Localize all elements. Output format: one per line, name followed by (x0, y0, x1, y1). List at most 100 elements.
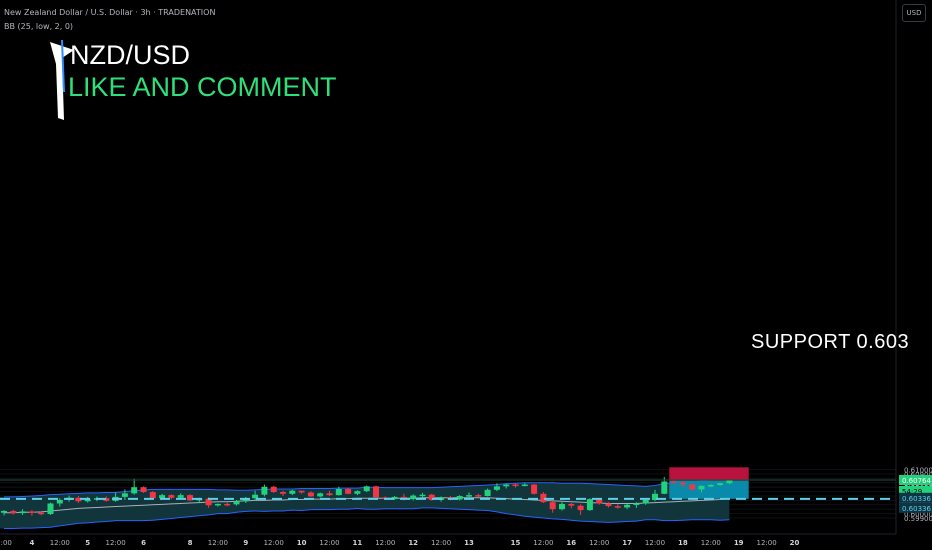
candle-body (689, 484, 696, 490)
candle-body (428, 494, 435, 500)
candle (568, 503, 575, 509)
time-tick-label: 12:00 (533, 539, 553, 547)
candle-body (159, 495, 166, 499)
candle (484, 488, 491, 497)
candle-body (280, 492, 286, 494)
candle (456, 495, 463, 501)
countdown-tag: 54:29 (899, 485, 932, 496)
candle-body (493, 486, 500, 490)
candle-body (605, 503, 612, 507)
candle-body (726, 480, 733, 484)
candle-body (205, 498, 212, 506)
candle-body (354, 491, 361, 494)
indicator-legend[interactable]: BB (25, low, 2, 0) (4, 22, 74, 31)
candle-body (252, 494, 259, 499)
time-tick-label: 12:00 (645, 539, 665, 547)
candle (252, 490, 259, 501)
currency-button[interactable]: USD (902, 4, 926, 22)
candle (19, 509, 26, 515)
candle-body (10, 510, 17, 514)
candle-body (698, 485, 705, 490)
candle (614, 503, 621, 509)
candles (1, 477, 733, 516)
candle-body (373, 486, 379, 498)
candle (540, 492, 547, 504)
price-axis[interactable]: 0.599000.600000.601000.602000.603000.604… (895, 0, 932, 534)
candle (698, 485, 705, 493)
price-tick-label: 0.60000 (904, 511, 932, 519)
candle (261, 484, 268, 497)
candle (345, 488, 352, 495)
candle (410, 494, 417, 501)
candle (307, 491, 314, 497)
support-tag-a-bg (899, 492, 932, 503)
candle (707, 484, 714, 488)
candle (633, 502, 640, 508)
candle (140, 486, 147, 493)
candle-body (270, 486, 277, 493)
candle (466, 492, 472, 499)
candle (475, 493, 482, 497)
countdown-tag-bg (899, 485, 932, 496)
reference-lines (0, 479, 896, 500)
candle-body (84, 499, 91, 502)
candle (652, 489, 658, 502)
time-tick-label: 12:00 (701, 539, 721, 547)
candle (270, 485, 277, 493)
candle (531, 484, 538, 495)
candle (214, 503, 221, 507)
take-profit-zone[interactable] (669, 480, 749, 499)
candle-body (540, 493, 547, 503)
candle-body (549, 502, 556, 510)
candle (717, 482, 724, 486)
candle-body (335, 488, 342, 496)
time-tick-label: 12:00 (106, 539, 126, 547)
last-price-tag-text: 0.60764 (902, 477, 931, 485)
candle-body (456, 496, 463, 500)
time-tick-label: 9 (243, 539, 248, 547)
candle (47, 502, 54, 515)
candle-body (624, 504, 631, 508)
time-tick-label: 6 (141, 539, 146, 547)
candle-body (140, 487, 147, 493)
candle-body (419, 494, 426, 497)
time-tick-label: 2:00 (0, 539, 12, 547)
time-tick-label: 4 (29, 539, 34, 547)
candle (605, 502, 612, 508)
candle (149, 491, 156, 499)
position-zones (669, 467, 749, 499)
candle (280, 490, 286, 496)
time-tick-label: 5 (85, 539, 90, 547)
time-axis[interactable]: 2:00 4 12:00 5 12:00 6 8 12:00 9 12:00 10 12:00 11 12… (0, 533, 896, 547)
candle (177, 493, 184, 499)
time-tick-label: 12:00 (208, 539, 228, 547)
candle-body (326, 493, 333, 496)
countdown-tag-text: 54:29 (902, 488, 922, 496)
candle-body (614, 506, 621, 508)
candle-body (707, 485, 714, 487)
time-tick-label: 12:00 (319, 539, 339, 547)
candle (428, 493, 435, 501)
candle-body (317, 493, 324, 497)
candle-body (652, 493, 658, 500)
symbol-title: New Zealand Dollar / U.S. Dollar · 3h · … (4, 8, 216, 17)
candle-body (679, 482, 686, 485)
candle (679, 481, 686, 487)
candle-body (168, 495, 175, 498)
candle (224, 502, 231, 507)
support-tag-b: 0.60336 (899, 502, 932, 513)
candle (28, 510, 35, 516)
last-price-tag: 0.60764 (899, 474, 932, 485)
candle (512, 483, 519, 488)
candle (187, 494, 193, 502)
candle-body (121, 493, 128, 497)
candle-body (577, 505, 584, 511)
stop-loss-zone[interactable] (669, 467, 749, 481)
candle-body (19, 511, 26, 514)
time-tick-label: 12:00 (589, 539, 609, 547)
candle-body (503, 484, 510, 487)
candle-body (103, 498, 110, 501)
candle-body (633, 503, 640, 505)
candle (521, 483, 528, 487)
